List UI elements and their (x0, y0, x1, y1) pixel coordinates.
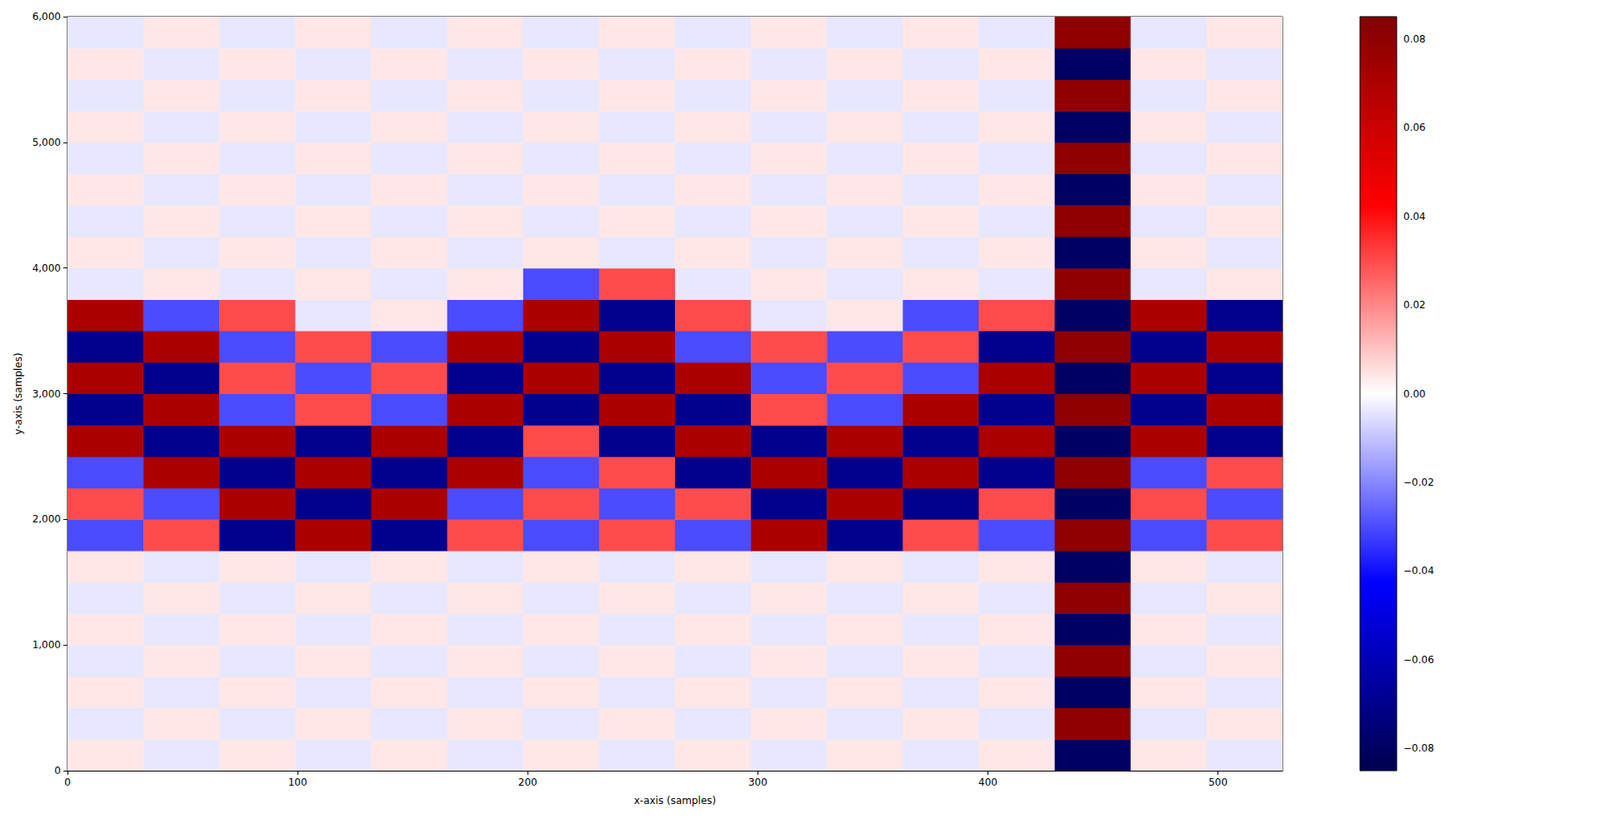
svg-text:3,000: 3,000 (32, 388, 61, 400)
svg-text:2,000: 2,000 (32, 513, 61, 525)
svg-text:400: 400 (978, 776, 998, 789)
svg-text:0.02: 0.02 (1403, 299, 1426, 311)
svg-text:0: 0 (64, 776, 71, 789)
svg-text:x-axis (samples): x-axis (samples) (634, 795, 717, 807)
svg-text:6,000: 6,000 (32, 10, 61, 23)
svg-text:0.08: 0.08 (1403, 33, 1426, 45)
svg-text:0.00: 0.00 (1403, 388, 1426, 400)
svg-text:−0.02: −0.02 (1403, 476, 1435, 489)
svg-text:−0.04: −0.04 (1403, 565, 1435, 577)
svg-text:300: 300 (748, 776, 768, 789)
svg-text:−0.08: −0.08 (1403, 742, 1435, 755)
svg-text:100: 100 (288, 776, 308, 789)
svg-text:4,000: 4,000 (32, 262, 61, 275)
svg-text:0.06: 0.06 (1403, 121, 1426, 134)
svg-text:500: 500 (1208, 776, 1228, 789)
svg-text:0.04: 0.04 (1403, 210, 1426, 223)
svg-text:200: 200 (518, 776, 538, 789)
svg-text:y-axis (samples): y-axis (samples) (12, 352, 25, 435)
svg-text:0: 0 (54, 765, 61, 777)
svg-text:−0.06: −0.06 (1403, 654, 1435, 666)
svg-text:5,000: 5,000 (32, 136, 61, 149)
svg-text:1,000: 1,000 (32, 639, 61, 651)
